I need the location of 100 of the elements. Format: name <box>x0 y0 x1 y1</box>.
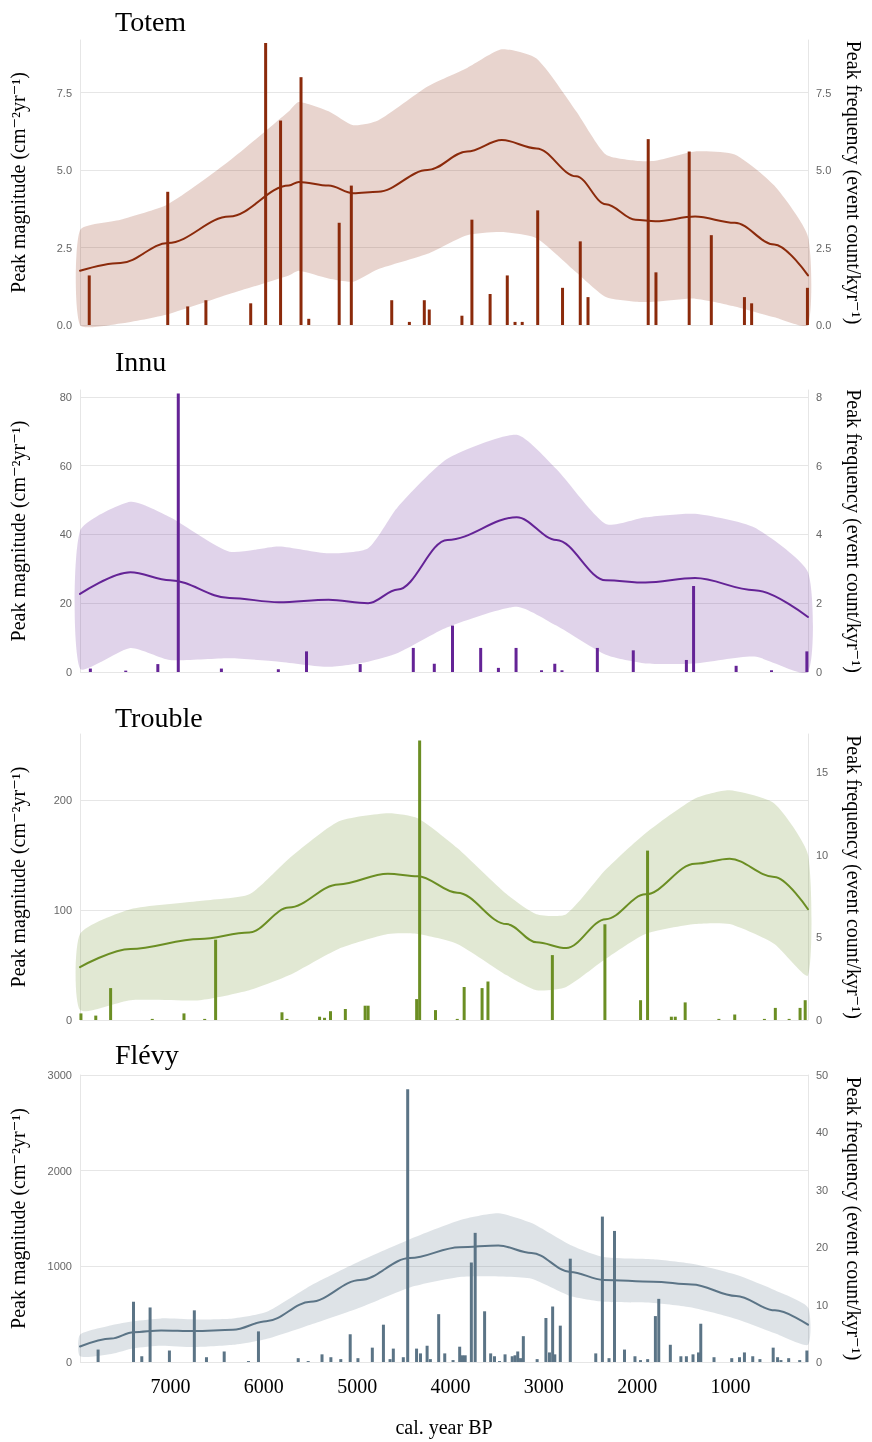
bar <box>483 1311 487 1362</box>
bar <box>734 665 738 672</box>
bar <box>425 1345 429 1362</box>
y2-axis-title: Peak frequency (event count/kyr⁻¹) <box>842 40 865 325</box>
y2-tick-label: 7.5 <box>816 86 832 99</box>
y-tick-label: 5.0 <box>56 164 72 177</box>
y2-tick-label: 15 <box>816 766 829 779</box>
bar <box>803 1000 807 1020</box>
bar <box>432 663 436 672</box>
bar <box>787 1358 791 1362</box>
bar <box>633 1356 637 1362</box>
bar <box>514 647 518 672</box>
y2-tick-label: 5.0 <box>816 164 832 177</box>
bar <box>462 987 466 1020</box>
x-tick-label: 3000 <box>523 1375 564 1397</box>
bar <box>595 647 599 672</box>
y-tick-label: 2000 <box>47 1164 72 1177</box>
bar <box>480 988 484 1020</box>
bar <box>505 275 509 325</box>
bar <box>348 1334 352 1362</box>
bar <box>94 1015 98 1020</box>
bar <box>276 669 280 672</box>
bar <box>737 1357 741 1362</box>
bar <box>418 1353 422 1362</box>
bar <box>699 1323 703 1362</box>
bar <box>742 1352 746 1362</box>
x-axis-title: cal. year BP <box>395 1416 493 1439</box>
bar <box>381 1324 385 1362</box>
bar <box>339 1359 343 1362</box>
x-tick-label: 7000 <box>150 1375 191 1397</box>
bar <box>167 1350 171 1362</box>
y-tick-label: 7.5 <box>56 86 72 99</box>
bar <box>631 650 635 672</box>
bar <box>358 664 362 672</box>
bar <box>489 1353 493 1362</box>
x-tick-label: 5000 <box>337 1375 378 1397</box>
bar <box>390 300 394 325</box>
y2-tick-label: 50 <box>816 1069 829 1081</box>
bar <box>712 1357 716 1362</box>
y-tick-label: 200 <box>53 794 72 806</box>
x-tick-label: 6000 <box>243 1375 284 1397</box>
bar <box>343 1009 347 1020</box>
y2-tick-label: 40 <box>816 1126 829 1139</box>
bar <box>87 275 91 325</box>
x-tick-label: 1000 <box>710 1375 751 1397</box>
bar <box>536 210 540 325</box>
y2-tick-label: 0.0 <box>816 319 832 331</box>
bar <box>434 1010 438 1020</box>
bar <box>669 1016 673 1020</box>
bar <box>204 300 208 325</box>
y-tick-label: 0.0 <box>56 319 72 331</box>
bar <box>742 297 746 325</box>
bar <box>603 924 607 1020</box>
bar <box>516 1351 520 1362</box>
bar <box>329 1011 333 1020</box>
bar <box>356 1358 360 1362</box>
x-tick-label: 2000 <box>617 1375 658 1397</box>
bar <box>249 303 253 325</box>
bar <box>684 1356 688 1362</box>
chart-title: Totem <box>115 5 187 37</box>
bar <box>422 300 426 325</box>
bar <box>488 294 492 325</box>
bar <box>750 303 754 325</box>
bar <box>673 1016 677 1020</box>
bar <box>654 272 658 325</box>
chart-title: Innu <box>115 345 167 377</box>
bar <box>320 1354 324 1362</box>
bar <box>458 1346 462 1362</box>
bar <box>443 1353 447 1362</box>
bar <box>558 1325 562 1362</box>
bar <box>798 1007 802 1020</box>
chart-title: Trouble <box>115 701 203 733</box>
bar <box>639 1000 643 1020</box>
y-tick-label: 0 <box>65 1014 72 1026</box>
bar <box>520 321 524 325</box>
y-tick-label: 0 <box>65 666 72 678</box>
bar <box>256 1331 260 1362</box>
y-tick-label: 40 <box>59 528 72 541</box>
y-tick-label: 80 <box>59 390 72 403</box>
y-axis-title: Peak magnitude (cm⁻²yr⁻¹) <box>7 1108 30 1329</box>
bar <box>646 1359 650 1362</box>
y-tick-label: 0 <box>65 1356 72 1368</box>
y2-axis-title: Peak frequency (event count/kyr⁻¹) <box>842 735 865 1019</box>
y2-tick-label: 2.5 <box>816 241 832 254</box>
bar <box>109 988 113 1020</box>
bar <box>751 1356 755 1362</box>
bar <box>657 1298 661 1362</box>
y2-axis-title: Peak frequency (event count/kyr⁻¹) <box>842 1076 865 1361</box>
bar <box>415 1348 419 1362</box>
y2-tick-label: 2 <box>816 597 823 610</box>
bar <box>370 1347 374 1362</box>
y2-tick-label: 10 <box>816 1298 829 1311</box>
y2-tick-label: 5 <box>816 931 823 944</box>
bar <box>668 1344 672 1362</box>
bar <box>463 1355 467 1362</box>
bar <box>427 309 431 325</box>
y2-tick-label: 30 <box>816 1183 829 1196</box>
bar <box>450 625 454 672</box>
y2-tick-label: 8 <box>816 390 823 403</box>
bar <box>679 1356 683 1362</box>
